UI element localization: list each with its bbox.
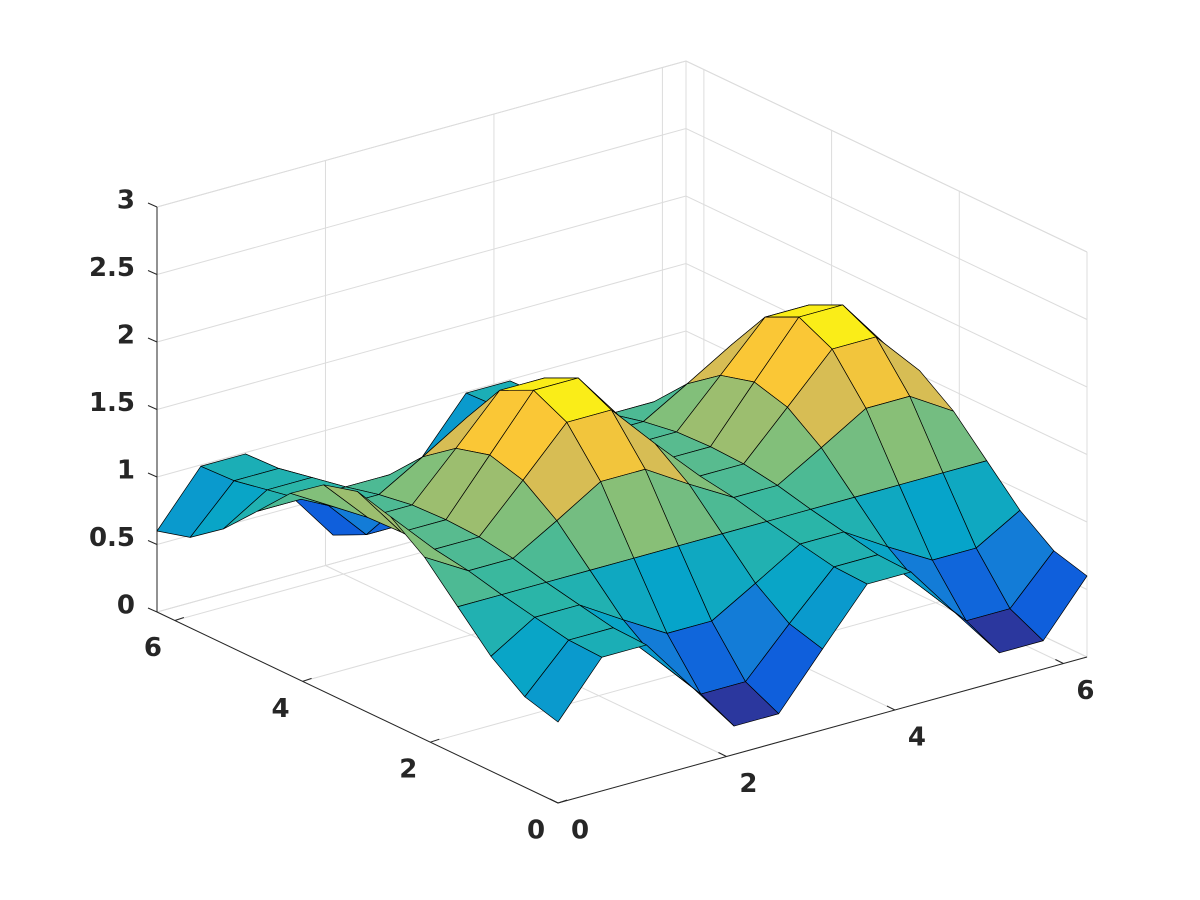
axis-line — [557, 656, 1088, 804]
x-tick — [549, 798, 559, 804]
x-tick-label: 2 — [739, 769, 757, 799]
x-tick-label: 0 — [571, 816, 589, 846]
x-tick — [1055, 659, 1064, 664]
z-tick — [147, 540, 158, 545]
grid-line — [156, 262, 1088, 455]
z-tick-label: 1.5 — [89, 388, 135, 418]
x-tick — [718, 752, 727, 757]
y-tick-label: 2 — [399, 755, 417, 785]
z-tick-label: 0 — [117, 591, 135, 621]
y-tick — [302, 677, 312, 682]
z-tick — [147, 472, 158, 478]
z-tick — [147, 202, 158, 208]
y-tick — [174, 617, 185, 621]
x-tick-label: 4 — [908, 723, 926, 753]
y-tick-label: 4 — [272, 694, 290, 724]
z-tick-label: 3 — [117, 186, 135, 216]
z-tick — [147, 270, 158, 275]
x-tick-label: 6 — [1076, 676, 1094, 706]
grid-line — [156, 60, 1088, 253]
grid-line — [156, 195, 1088, 388]
axis-line — [156, 611, 559, 804]
z-tick — [147, 405, 158, 410]
z-tick-label: 2 — [117, 321, 135, 351]
z-tick-label: 1 — [117, 456, 135, 486]
z-tick-label: 2.5 — [89, 253, 135, 283]
x-tick — [886, 705, 896, 711]
grid-line — [156, 127, 1088, 320]
z-tick — [147, 337, 158, 343]
y-tick-label: 0 — [527, 816, 545, 846]
surface-face — [524, 639, 603, 723]
y-tick — [430, 738, 440, 743]
z-tick — [147, 607, 158, 613]
y-tick — [557, 799, 568, 804]
z-tick-label: 0.5 — [89, 523, 135, 553]
y-tick-label: 6 — [144, 633, 162, 663]
